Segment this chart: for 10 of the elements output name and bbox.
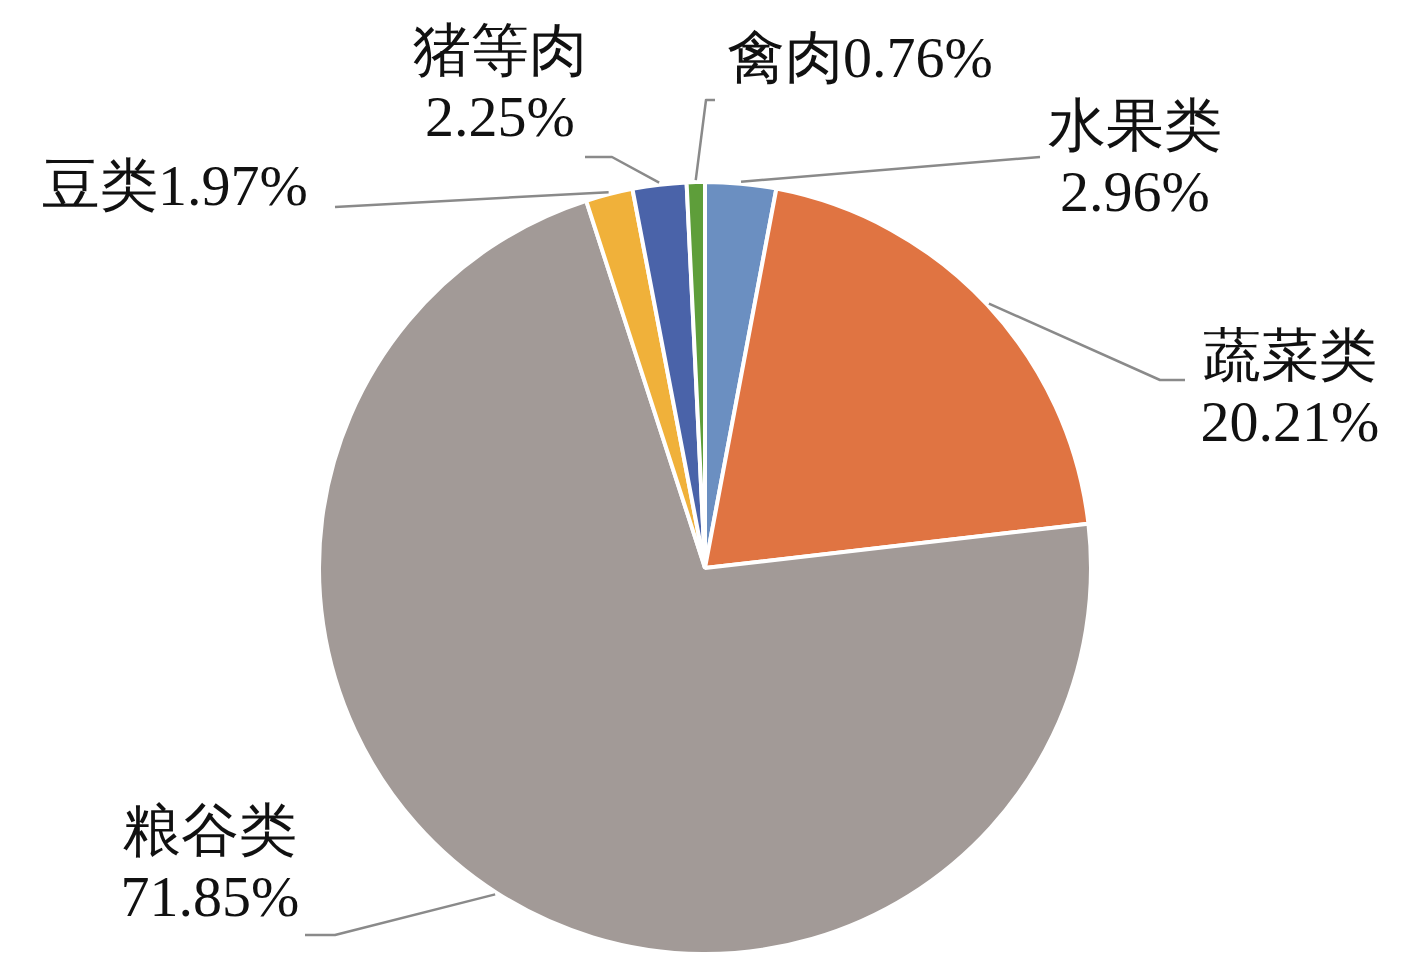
slice-label: 粮谷类 [123,798,297,864]
slice-label: 豆类1.97% [42,153,308,219]
slice-label: 猪等肉 [413,18,587,84]
data-label: 20.21% [1200,389,1380,455]
slice-label: 蔬菜类 [1203,323,1377,389]
slice-label: 水果类 [1048,93,1222,159]
data-label: 2.96% [1060,159,1210,225]
slice-label: 禽肉0.76% [727,25,993,91]
data-label: 71.85% [120,864,300,930]
data-label: 2.25% [425,84,575,150]
